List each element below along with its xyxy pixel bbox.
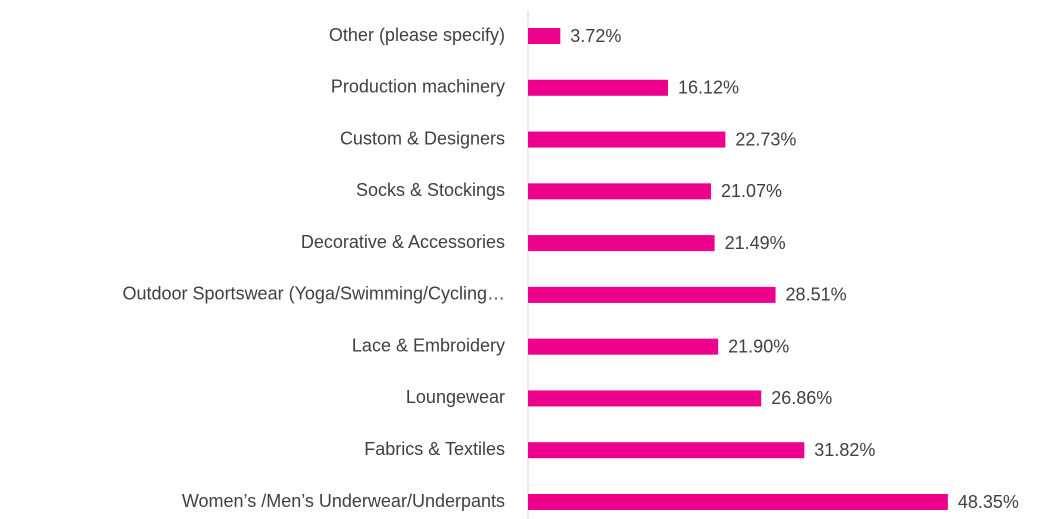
data-label: 48.35%	[958, 492, 1019, 512]
bar	[528, 286, 776, 303]
bar	[528, 390, 762, 407]
data-label: 26.86%	[771, 388, 832, 408]
y-tick-label: Production machinery	[331, 77, 505, 97]
bar	[528, 131, 726, 148]
bar	[528, 183, 711, 200]
y-tick-label: Fabrics & Textiles	[364, 439, 505, 459]
data-label: 16.12%	[678, 78, 739, 98]
data-label: 28.51%	[786, 285, 847, 305]
bar	[528, 235, 715, 252]
bar	[528, 28, 561, 44]
y-tick-label: Lace & Embroidery	[352, 335, 505, 355]
bar	[528, 494, 948, 510]
data-label: 3.72%	[570, 26, 621, 46]
bar	[528, 442, 805, 459]
data-label: 21.90%	[728, 336, 789, 356]
bar	[528, 338, 719, 355]
data-label: 22.73%	[735, 129, 796, 149]
y-tick-label: Socks & Stockings	[356, 180, 505, 200]
y-tick-label: Women’s /Men’s Underwear/Underpants	[182, 491, 505, 511]
data-label: 31.82%	[814, 440, 875, 460]
data-label: 21.49%	[725, 233, 786, 253]
y-tick-label: Outdoor Sportswear (Yoga/Swimming/Cyclin…	[123, 284, 506, 304]
y-tick-label: Decorative & Accessories	[301, 232, 505, 252]
y-tick-label: Loungewear	[406, 387, 505, 407]
data-label: 21.07%	[721, 181, 782, 201]
y-tick-label: Other (please specify)	[329, 25, 505, 45]
bar	[528, 79, 668, 96]
y-tick-label: Custom & Designers	[340, 128, 505, 148]
